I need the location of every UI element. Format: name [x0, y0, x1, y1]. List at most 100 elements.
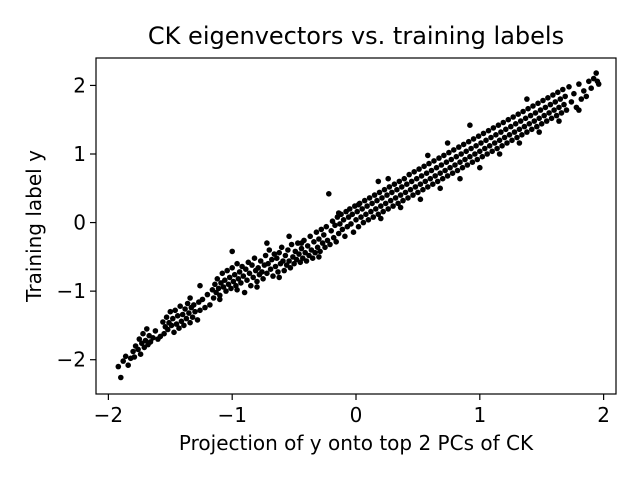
scatter-point	[368, 208, 374, 215]
scatter-point	[271, 251, 278, 257]
scatter-point	[312, 249, 318, 256]
scatter-point	[340, 217, 347, 223]
scatter-point	[387, 197, 394, 204]
scatter-point	[527, 112, 534, 119]
scatter-point	[171, 329, 177, 336]
scatter-point	[314, 244, 321, 251]
scatter-point	[316, 236, 322, 242]
scatter-point	[581, 88, 587, 94]
scatter-point	[485, 127, 492, 134]
scatter-point	[234, 260, 240, 267]
scatter-point	[264, 240, 270, 246]
scatter-point	[536, 115, 542, 122]
scatter-point	[214, 276, 221, 282]
scatter-point	[307, 233, 314, 240]
scatter-point	[177, 303, 183, 310]
scatter-point	[524, 129, 530, 135]
scatter-point	[191, 302, 197, 308]
scatter-point	[217, 296, 223, 303]
scatter-point	[405, 195, 411, 201]
scatter-point	[172, 307, 178, 314]
scatter-point	[467, 153, 473, 160]
scatter-point	[142, 337, 149, 344]
scatter-point	[370, 214, 377, 220]
scatter-point	[375, 211, 382, 218]
scatter-point	[431, 158, 437, 164]
scatter-point	[131, 354, 138, 360]
scatter-point	[229, 248, 235, 255]
scatter-point	[550, 92, 556, 98]
x-tick-label: −1	[217, 403, 246, 427]
scatter-point	[282, 252, 289, 259]
scatter-point	[327, 241, 333, 248]
scatter-point	[378, 215, 384, 222]
scatter-point	[541, 112, 547, 119]
scatter-point	[229, 265, 235, 271]
scatter-point	[415, 189, 421, 196]
scatter-point	[365, 217, 372, 223]
scatter-point	[441, 152, 447, 159]
scatter-point	[329, 218, 336, 224]
scatter-point	[583, 93, 590, 100]
scatter-point	[417, 181, 424, 187]
scatter-point	[165, 326, 171, 333]
scatter-point	[412, 184, 419, 190]
scatter-point	[285, 247, 291, 253]
scatter-point	[353, 217, 359, 223]
scatter-point	[361, 197, 368, 204]
scatter-point	[182, 306, 188, 312]
scatter-point	[222, 277, 228, 284]
scatter-point	[457, 159, 463, 165]
scatter-point	[473, 143, 479, 149]
scatter-point	[562, 93, 568, 100]
scatter-point	[321, 232, 327, 238]
scatter-point	[181, 322, 187, 329]
scatter-point	[469, 159, 476, 165]
scatter-point	[316, 254, 322, 260]
scatter-point	[311, 239, 317, 245]
scatter-point	[397, 192, 404, 198]
scatter-point	[496, 151, 503, 157]
scatter-point	[515, 111, 521, 117]
scatter-point	[453, 153, 460, 160]
scatter-point	[157, 333, 164, 340]
scatter-point	[243, 266, 249, 273]
scatter-point	[217, 292, 223, 299]
scatter-point	[536, 129, 542, 135]
scatter-point	[425, 184, 431, 190]
scatter-point	[354, 208, 361, 215]
scatter-point	[378, 203, 384, 209]
scatter-point	[269, 256, 275, 263]
scatter-point	[399, 184, 405, 190]
scatter-point	[531, 118, 538, 124]
scatter-point	[516, 126, 523, 133]
scatter-point	[150, 335, 156, 341]
scatter-point	[504, 140, 510, 146]
scatter-point	[152, 328, 159, 334]
scatter-point	[309, 255, 316, 261]
scatter-point	[434, 178, 441, 185]
scatter-point	[552, 99, 559, 105]
scatter-point	[517, 118, 524, 124]
scatter-point	[230, 278, 237, 285]
scatter-point	[355, 223, 362, 230]
scatter-point	[274, 255, 280, 261]
chart-title: CK eigenvectors vs. training labels	[148, 22, 564, 50]
scatter-point	[246, 270, 253, 277]
scatter-point	[465, 138, 472, 145]
scatter-point	[226, 274, 233, 281]
scatter-point	[489, 148, 496, 155]
x-axis-ticks: −2 −1 0 1 2	[94, 394, 610, 427]
scatter-point	[392, 195, 399, 201]
scatter-point	[542, 104, 549, 111]
y-axis-label: Training label y	[22, 150, 46, 303]
scatter-point	[176, 325, 182, 332]
scatter-point	[396, 178, 403, 185]
scatter-point	[130, 348, 136, 355]
scatter-point	[553, 112, 560, 119]
scatter-point	[174, 313, 181, 319]
scatter-point	[173, 321, 180, 327]
scatter-point	[350, 229, 357, 235]
scatter-point	[324, 237, 331, 244]
scatter-point	[586, 78, 592, 85]
